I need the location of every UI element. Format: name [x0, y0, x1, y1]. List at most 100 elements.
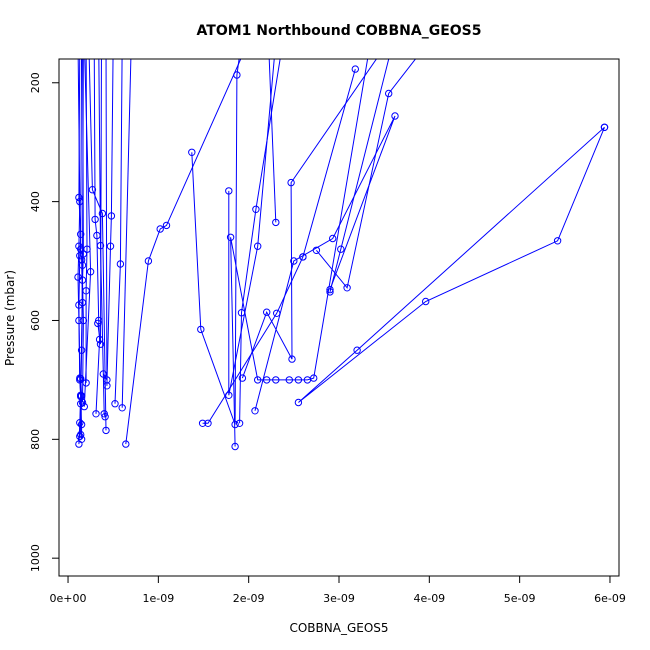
chart-title: ATOM1 Northbound COBBNA_GEOS5 [197, 23, 482, 39]
data-point [82, 287, 90, 295]
series-line [93, 59, 101, 414]
data-point [329, 234, 337, 243]
data-point [82, 379, 90, 387]
data-point [337, 245, 345, 253]
data-point [144, 257, 153, 265]
data-point [391, 112, 399, 120]
series-line [316, 59, 417, 289]
series-line [98, 59, 106, 417]
x-tick-label: 4e-09 [413, 592, 445, 605]
data-point [288, 355, 296, 363]
data-point [122, 440, 130, 448]
series-line [85, 59, 88, 383]
data-point [312, 246, 321, 255]
data-point [294, 398, 303, 407]
data-point [226, 233, 235, 242]
data-point [251, 407, 259, 415]
data-point [553, 237, 562, 245]
series-line [102, 59, 108, 382]
data-point [310, 374, 318, 382]
data-point [78, 261, 87, 269]
series-line [254, 115, 396, 411]
data-point [93, 231, 101, 240]
x-axis: 0e+00 1e-09 2e-09 3e-09 4e-09 5e-09 6e-09 [50, 575, 626, 605]
series-line [121, 59, 132, 408]
data-point [326, 285, 334, 294]
data-point [299, 253, 307, 261]
data-point [107, 212, 116, 220]
x-tick-label: 3e-09 [323, 592, 355, 605]
data-point [254, 242, 262, 250]
series-line [114, 59, 123, 404]
x-tick-label: 1e-09 [142, 592, 174, 605]
data-point [91, 215, 99, 224]
data-point [422, 297, 430, 306]
data-point [197, 325, 205, 334]
data-point [225, 391, 233, 399]
data-point [287, 178, 295, 187]
data-point [237, 309, 246, 317]
data-point [225, 187, 233, 195]
data-point [343, 284, 351, 292]
data-point [326, 288, 334, 296]
data-point [111, 400, 119, 408]
data-point [77, 346, 86, 354]
data-point [162, 221, 171, 230]
y-tick-label: 200 [29, 72, 42, 93]
data-point [263, 308, 271, 316]
data-point [77, 420, 86, 429]
data-point [88, 186, 97, 194]
data-point [100, 410, 108, 418]
y-axis: 200 400 600 800 1000 [29, 72, 60, 572]
data-point [231, 420, 239, 429]
data-point [353, 346, 361, 354]
series-line [268, 59, 277, 223]
data-point [99, 370, 108, 378]
y-tick-label: 400 [29, 191, 42, 212]
data-point [285, 376, 293, 384]
x-tick-label: 5e-09 [504, 592, 536, 605]
data-point [98, 209, 107, 218]
data-point [351, 65, 359, 73]
data-point [254, 376, 262, 384]
series-line [106, 59, 114, 386]
data-point [83, 245, 91, 253]
data-point [231, 442, 239, 451]
x-tick-label: 0e+00 [50, 592, 87, 605]
data-point [75, 193, 83, 202]
data-point [77, 400, 85, 408]
data-point [94, 319, 102, 328]
series-line [239, 59, 281, 424]
data-point [79, 316, 88, 325]
data-point [118, 404, 126, 412]
data-point [96, 340, 105, 348]
x-tick-label: 2e-09 [233, 592, 265, 605]
data-point [106, 242, 115, 250]
data-point [92, 410, 100, 418]
data-point [156, 225, 164, 233]
data-point [198, 419, 207, 427]
series-line [88, 59, 107, 431]
series-line [191, 59, 240, 425]
data-point [238, 374, 247, 382]
data-point [103, 376, 111, 384]
data-point [77, 430, 85, 439]
data-point [385, 89, 393, 98]
data-point [86, 268, 95, 276]
x-tick-label: 6e-09 [594, 592, 626, 605]
series-line [298, 126, 605, 403]
data-point [272, 376, 280, 384]
data-point [600, 123, 609, 132]
data-point [102, 426, 110, 435]
series-layer [74, 59, 609, 451]
data-point [188, 148, 196, 157]
data-point [77, 435, 86, 443]
series-line [97, 59, 102, 345]
data-point [294, 376, 303, 384]
y-tick-label: 800 [29, 429, 42, 450]
y-axis-label: Pressure (mbar) [3, 270, 17, 366]
data-point [204, 419, 212, 427]
series-line [202, 68, 356, 424]
series-line [80, 59, 84, 440]
